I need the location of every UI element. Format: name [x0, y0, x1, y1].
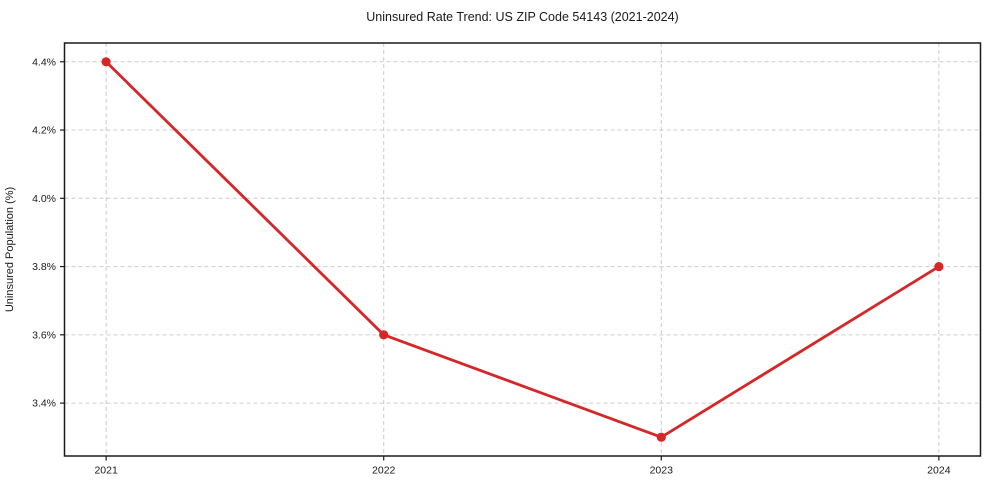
x-tick-label: 2024 [927, 465, 951, 477]
data-point-2022 [379, 330, 389, 340]
y-tick-label: 3.8% [32, 261, 56, 273]
grid-layer [64, 43, 981, 456]
x-tick-label: 2022 [372, 465, 396, 477]
y-tick-label: 4.0% [32, 193, 56, 205]
x-tick-label: 2023 [650, 465, 674, 477]
series-layer [101, 57, 944, 442]
y-tick-label: 3.6% [32, 329, 56, 341]
axes-layer: 2021 2022 2023 2024 3.4% 3.6% 3.8% 4.0% 4.2% 4.4% [32, 42, 982, 477]
y-tick-label: 4.4% [32, 56, 56, 68]
data-point-2023 [656, 432, 666, 442]
data-point-2021 [101, 57, 111, 67]
x-tick-label: 2021 [94, 465, 118, 477]
data-point-2024 [934, 262, 944, 272]
y-axis-label: Uninsured Population (%) [4, 187, 16, 312]
chart-title: Uninsured Rate Trend: US ZIP Code 54143 … [366, 10, 678, 24]
trend-line [104, 60, 941, 439]
y-tick-label: 4.2% [32, 125, 56, 137]
plot-border [63, 42, 982, 457]
y-tick-label: 3.4% [32, 398, 56, 410]
